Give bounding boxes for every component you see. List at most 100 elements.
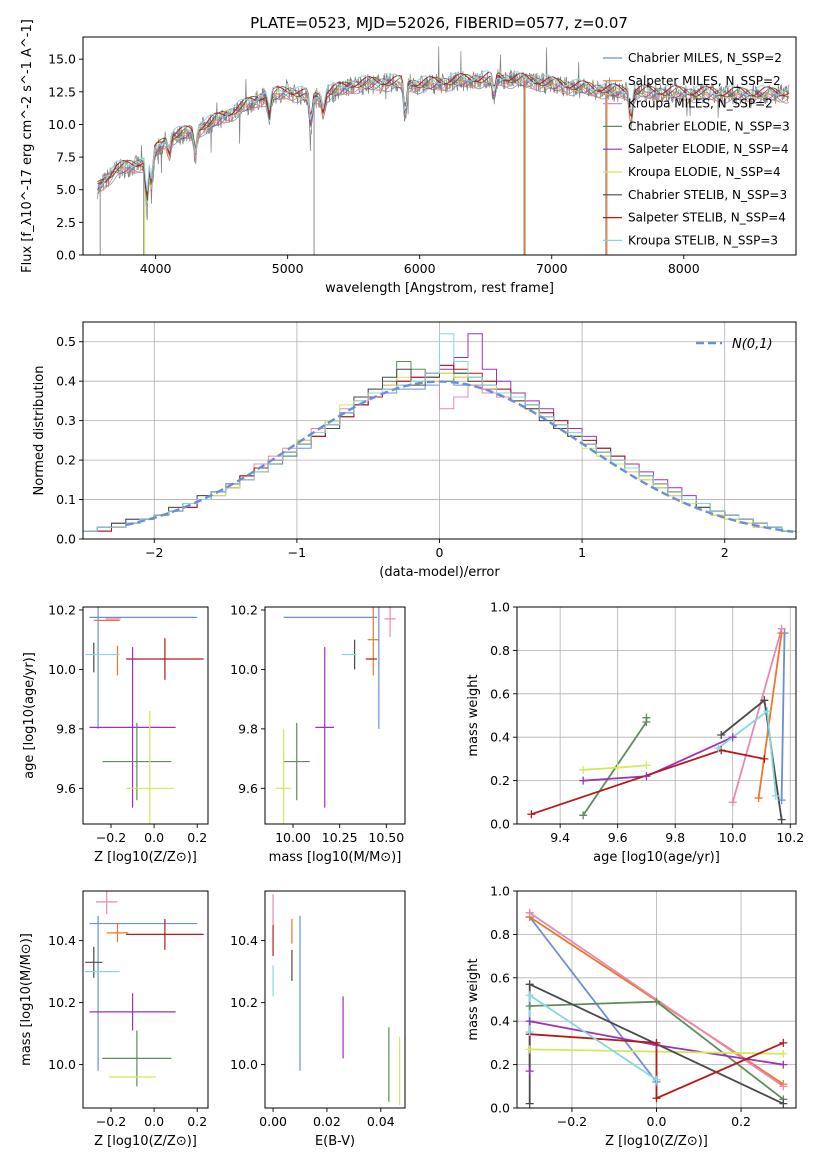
y-tick-label: 5.0 <box>56 182 76 197</box>
weight-marker <box>779 1038 788 1047</box>
x-tick-label: 0 <box>436 545 444 560</box>
normal-legend-label: N(0,1) <box>732 337 773 352</box>
x-tick-label: 9.4 <box>550 830 570 845</box>
y-tick-label: 0.4 <box>490 730 510 745</box>
weight-marker <box>642 772 651 781</box>
x-tick-label: 6000 <box>404 261 436 276</box>
y-tick-label: 10.2 <box>48 995 76 1010</box>
weight-line-2 <box>731 628 783 803</box>
weight-marker <box>525 1017 534 1026</box>
weight-marker <box>728 733 737 742</box>
y-tick-label: 1.0 <box>490 600 510 615</box>
y-tick-label: 9.8 <box>238 721 258 736</box>
x-tick-label: −2 <box>145 545 163 560</box>
weight-marker <box>779 1060 788 1069</box>
x-tick-label: 0.2 <box>187 830 207 845</box>
model-spectrum-2 <box>97 76 790 198</box>
y-tick-label: 10.0 <box>48 117 76 132</box>
y-tick-label: 1.0 <box>490 884 510 899</box>
y-tick-label: 2.5 <box>56 215 76 230</box>
x-tick-label: 0.2 <box>187 1114 207 1129</box>
y-axis-label: age [log10(age/yr)] <box>22 652 37 779</box>
y-tick-label: 10.4 <box>230 933 258 948</box>
weight-marker <box>779 1049 788 1058</box>
weight-vs-age-axes: 9.4 9.6 9.8 10.0 10.2 0.0 0.2 0.4 0.6 0.8 1.0 age [… <box>466 600 804 866</box>
x-tick-label: 10.00 <box>275 830 311 845</box>
axes-frame <box>82 36 797 256</box>
weight-line-0 <box>528 916 658 1083</box>
weight-marker <box>525 980 534 989</box>
axes-frame <box>82 606 209 825</box>
weight-marker <box>652 1038 661 1047</box>
legend-label: Kroupa STELIB, N_SSP=3 <box>628 233 778 247</box>
x-tick-label: 0.04 <box>367 1114 395 1129</box>
weight-marker <box>525 1002 534 1011</box>
x-tick-label: 0.0 <box>647 1114 667 1129</box>
y-tick-label: 0.0 <box>56 248 76 263</box>
y-tick-label: 0.6 <box>490 686 510 701</box>
y-tick-label: 12.5 <box>48 84 76 99</box>
weight-marker <box>525 1067 534 1076</box>
x-tick-label: 4000 <box>140 261 172 276</box>
y-tick-label: 9.8 <box>56 721 76 736</box>
y-tick-label: 0.2 <box>490 773 510 788</box>
y-tick-label: 0.6 <box>490 970 510 985</box>
axes-frame <box>264 606 406 825</box>
y-tick-label: 9.6 <box>238 781 258 796</box>
x-tick-label: 0.2 <box>731 1114 751 1129</box>
x-axis-label: Z [log10(Z/Z⊙)] <box>94 850 197 865</box>
axes-frame <box>516 606 797 825</box>
weight-line-1 <box>757 632 783 799</box>
y-tick-label: 0.0 <box>56 532 76 547</box>
y-tick-label: 0.8 <box>490 927 510 942</box>
axes-group: 4000 5000 6000 7000 80000.02.55.07.510.012.5… <box>19 19 804 1149</box>
y-tick-label: 0.1 <box>56 492 76 507</box>
plot-area <box>85 891 204 1087</box>
weight-marker <box>714 744 723 753</box>
weight-marker <box>652 1075 661 1084</box>
y-tick-label: 9.6 <box>56 781 76 796</box>
plot-area <box>97 46 790 255</box>
y-tick-label: 15.0 <box>48 52 76 67</box>
weight-marker <box>579 811 588 820</box>
x-axis-label: age [log10(age/yr)] <box>593 850 720 865</box>
model-spectrum-8 <box>97 70 790 192</box>
y-tick-label: 10.4 <box>48 933 76 948</box>
weight-marker <box>777 624 786 633</box>
y-tick-label: 10.2 <box>230 602 258 617</box>
x-tick-label: 8000 <box>668 261 700 276</box>
legend-label: Kroupa MILES, N_SSP=2 <box>628 97 773 111</box>
y-tick-label: 10.2 <box>230 995 258 1010</box>
residual-histogram-8 <box>83 333 796 539</box>
weight-marker <box>754 793 763 802</box>
y-tick-label: 10.0 <box>230 662 258 677</box>
model-spectrum-5 <box>97 72 790 204</box>
x-axis-label: Z [log10(Z/Z⊙)] <box>605 1134 708 1149</box>
legend-label: Chabrier STELIB, N_SSP=3 <box>628 188 787 202</box>
weight-marker <box>642 761 651 770</box>
plot-area <box>83 333 796 539</box>
weight-marker <box>613 763 622 772</box>
weight-marker <box>728 798 737 807</box>
legend-label: Chabrier MILES, N_SSP=2 <box>628 51 782 65</box>
weight-marker <box>525 1045 534 1054</box>
x-axis-label: wavelength [Angstrom, rest frame] <box>325 281 554 296</box>
y-tick-label: 0.0 <box>490 1101 510 1116</box>
axes-frame <box>82 890 209 1109</box>
x-axis-label: mass [log10(M/M⊙)] <box>269 850 402 865</box>
weight-marker <box>779 1099 788 1108</box>
y-tick-label: 0.3 <box>56 413 76 428</box>
y-tick-label: 0.8 <box>490 643 510 658</box>
weight-marker <box>527 810 536 819</box>
weight-marker <box>652 1094 661 1103</box>
weight-marker <box>652 997 661 1006</box>
weight-marker <box>642 713 651 722</box>
x-tick-label: 1 <box>578 545 586 560</box>
weight-marker <box>779 1082 788 1091</box>
y-tick-label: 0.4 <box>56 374 76 389</box>
plot-area <box>528 911 784 1105</box>
y-tick-label: 0.2 <box>490 1057 510 1072</box>
spectrum-legend: Chabrier MILES, N_SSP=2 Salpeter MILES, N… <box>603 51 790 247</box>
age-vs-Z-axes: −0.2 0.0 0.2 9.6 9.8 10.0 10.2 Z [log10(Z/Z⊙)] a… <box>22 602 209 865</box>
y-tick-label: 0.0 <box>490 817 510 832</box>
